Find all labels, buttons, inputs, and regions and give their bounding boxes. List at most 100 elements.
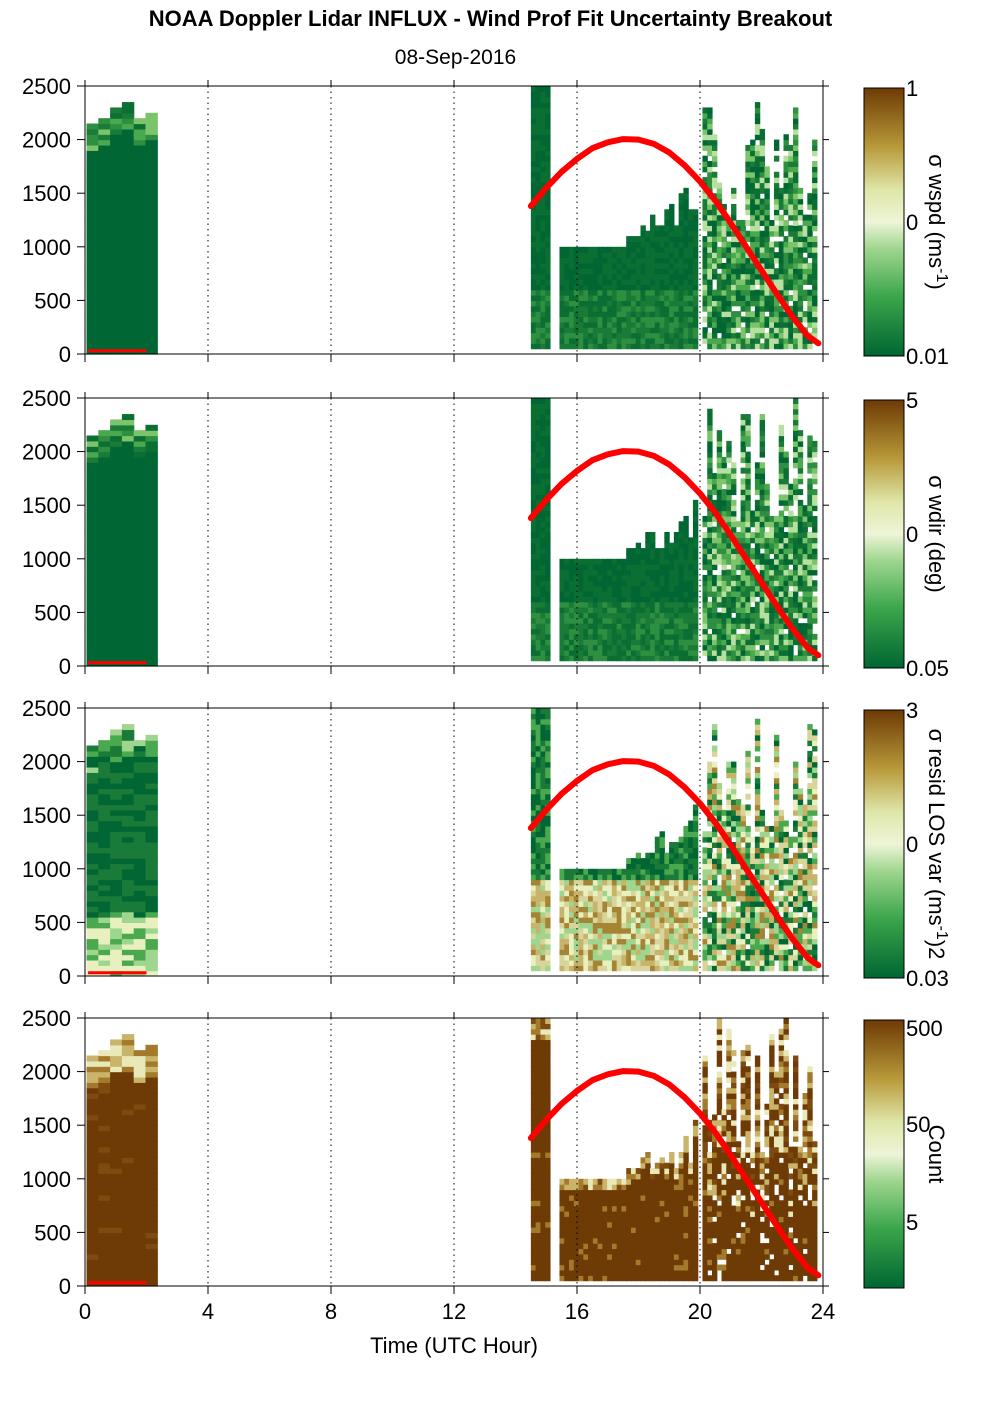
heatmap-cell xyxy=(669,959,675,966)
heatmap-cell xyxy=(783,278,789,285)
heatmap-cell xyxy=(754,548,761,555)
heatmap-cell xyxy=(664,863,670,870)
heatmap-cell xyxy=(754,300,761,307)
heatmap-cell xyxy=(540,858,546,865)
heatmap-cell xyxy=(769,316,775,323)
heatmap-cell xyxy=(707,435,713,442)
heatmap-cell xyxy=(740,558,746,565)
heatmap-cell xyxy=(121,424,135,431)
heatmap-cell xyxy=(133,537,147,544)
heatmap-cell xyxy=(640,558,646,565)
heatmap-cell xyxy=(793,542,799,549)
heatmap-cell xyxy=(654,305,661,312)
heatmap-cell xyxy=(707,424,713,431)
heatmap-cell xyxy=(721,590,727,597)
heatmap-cell xyxy=(707,118,713,125)
heatmap-cell xyxy=(764,494,770,501)
heatmap-cell xyxy=(788,612,794,619)
heatmap-cell xyxy=(678,289,684,296)
heatmap-cell xyxy=(530,836,537,843)
heatmap-cell xyxy=(86,273,99,280)
heatmap-cell xyxy=(98,316,111,323)
heatmap-cell xyxy=(535,112,542,119)
heatmap-cell xyxy=(145,783,158,789)
heatmap-cell xyxy=(654,617,661,624)
heatmap-cell xyxy=(86,933,99,940)
heatmap-cell xyxy=(812,585,818,592)
heatmap-cell xyxy=(545,922,551,929)
heatmap-cell xyxy=(86,332,99,339)
heatmap-cell xyxy=(650,214,656,221)
heatmap-cell xyxy=(559,295,565,301)
heatmap-cell xyxy=(778,467,785,474)
heatmap-cell xyxy=(621,623,627,630)
heatmap-cell xyxy=(664,938,670,945)
heatmap-cell xyxy=(630,553,637,560)
chart-date: 08-Sep-2016 xyxy=(394,46,517,69)
heatmap-cell xyxy=(692,868,699,875)
heatmap-cell xyxy=(692,289,699,296)
heatmap-cell xyxy=(711,596,718,603)
heatmap-cell xyxy=(540,321,546,328)
heatmap-cell xyxy=(607,590,613,597)
heatmap-cell xyxy=(592,628,599,635)
heatmap-cell xyxy=(650,585,656,592)
heatmap-cell xyxy=(626,548,632,555)
heatmap-cell xyxy=(750,246,756,253)
heatmap-cell xyxy=(621,895,627,902)
heatmap-cell xyxy=(121,419,135,426)
heatmap-cell xyxy=(535,246,542,253)
heatmap-cell xyxy=(750,585,756,592)
heatmap-cell xyxy=(688,858,694,865)
heatmap-cell xyxy=(807,521,813,528)
heatmap-cell xyxy=(764,542,770,549)
heatmap-cell xyxy=(778,596,785,603)
heatmap-cell xyxy=(110,590,123,597)
heatmap-cell xyxy=(110,430,123,437)
heatmap-cell xyxy=(540,868,546,875)
heatmap-cell xyxy=(607,965,613,972)
heatmap-cell xyxy=(535,799,542,806)
heatmap-cell xyxy=(535,526,542,533)
heatmap-cell xyxy=(745,607,751,613)
heatmap-cell xyxy=(788,262,794,269)
heatmap-cell xyxy=(616,949,623,956)
heatmap-cell xyxy=(545,713,551,720)
heatmap-cell xyxy=(773,585,780,592)
heatmap-cell xyxy=(540,713,546,720)
heatmap-cell xyxy=(592,607,599,613)
heatmap-cell xyxy=(764,515,770,522)
heatmap-cell xyxy=(540,150,546,157)
heatmap-cell xyxy=(707,230,713,237)
heatmap-cell xyxy=(745,451,751,458)
heatmap-cell xyxy=(578,268,584,275)
heatmap-cell xyxy=(133,927,147,934)
heatmap-cell xyxy=(564,649,570,656)
heatmap-cell xyxy=(630,959,637,966)
heatmap-cell xyxy=(683,825,689,832)
heatmap-cell xyxy=(535,327,542,334)
heatmap-cell xyxy=(597,273,603,280)
heatmap-cell xyxy=(564,933,570,940)
heatmap-cell xyxy=(545,462,551,469)
heatmap-cell xyxy=(678,590,684,597)
heatmap-cell xyxy=(530,729,537,736)
heatmap-cell xyxy=(683,187,689,194)
heatmap-cell xyxy=(707,537,713,544)
heatmap-cell xyxy=(530,831,537,838)
heatmap-cell xyxy=(692,895,699,902)
heatmap-cell xyxy=(716,311,723,318)
heatmap-cell xyxy=(110,965,123,972)
heatmap-cell xyxy=(110,564,123,571)
heatmap-cell xyxy=(133,965,147,972)
heatmap-cell xyxy=(133,193,147,200)
heatmap-cell xyxy=(754,623,761,630)
heatmap-cell xyxy=(611,639,618,646)
heatmap-cell xyxy=(678,193,684,200)
heatmap-cell xyxy=(773,526,780,533)
heatmap-cell xyxy=(564,607,570,613)
heatmap-cell xyxy=(530,633,537,640)
heatmap-cell xyxy=(530,718,537,725)
heatmap-cell xyxy=(616,607,623,613)
heatmap-cell xyxy=(145,863,158,870)
